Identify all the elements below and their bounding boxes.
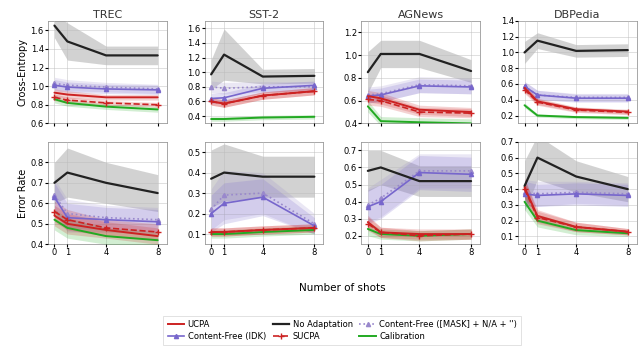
Title: SST-2: SST-2	[248, 10, 280, 20]
Title: TREC: TREC	[93, 10, 122, 20]
Legend: UCPA, Content-Free (IDK), No Adaptation, SUCPA, Content-Free ([MASK] + N/A + ''): UCPA, Content-Free (IDK), No Adaptation,…	[163, 316, 522, 345]
Y-axis label: Error Rate: Error Rate	[18, 169, 28, 218]
Title: DBPedia: DBPedia	[554, 10, 601, 20]
Title: AGNews: AGNews	[397, 10, 444, 20]
Text: Number of shots: Number of shots	[299, 283, 386, 294]
Y-axis label: Cross-Entropy: Cross-Entropy	[18, 38, 28, 106]
